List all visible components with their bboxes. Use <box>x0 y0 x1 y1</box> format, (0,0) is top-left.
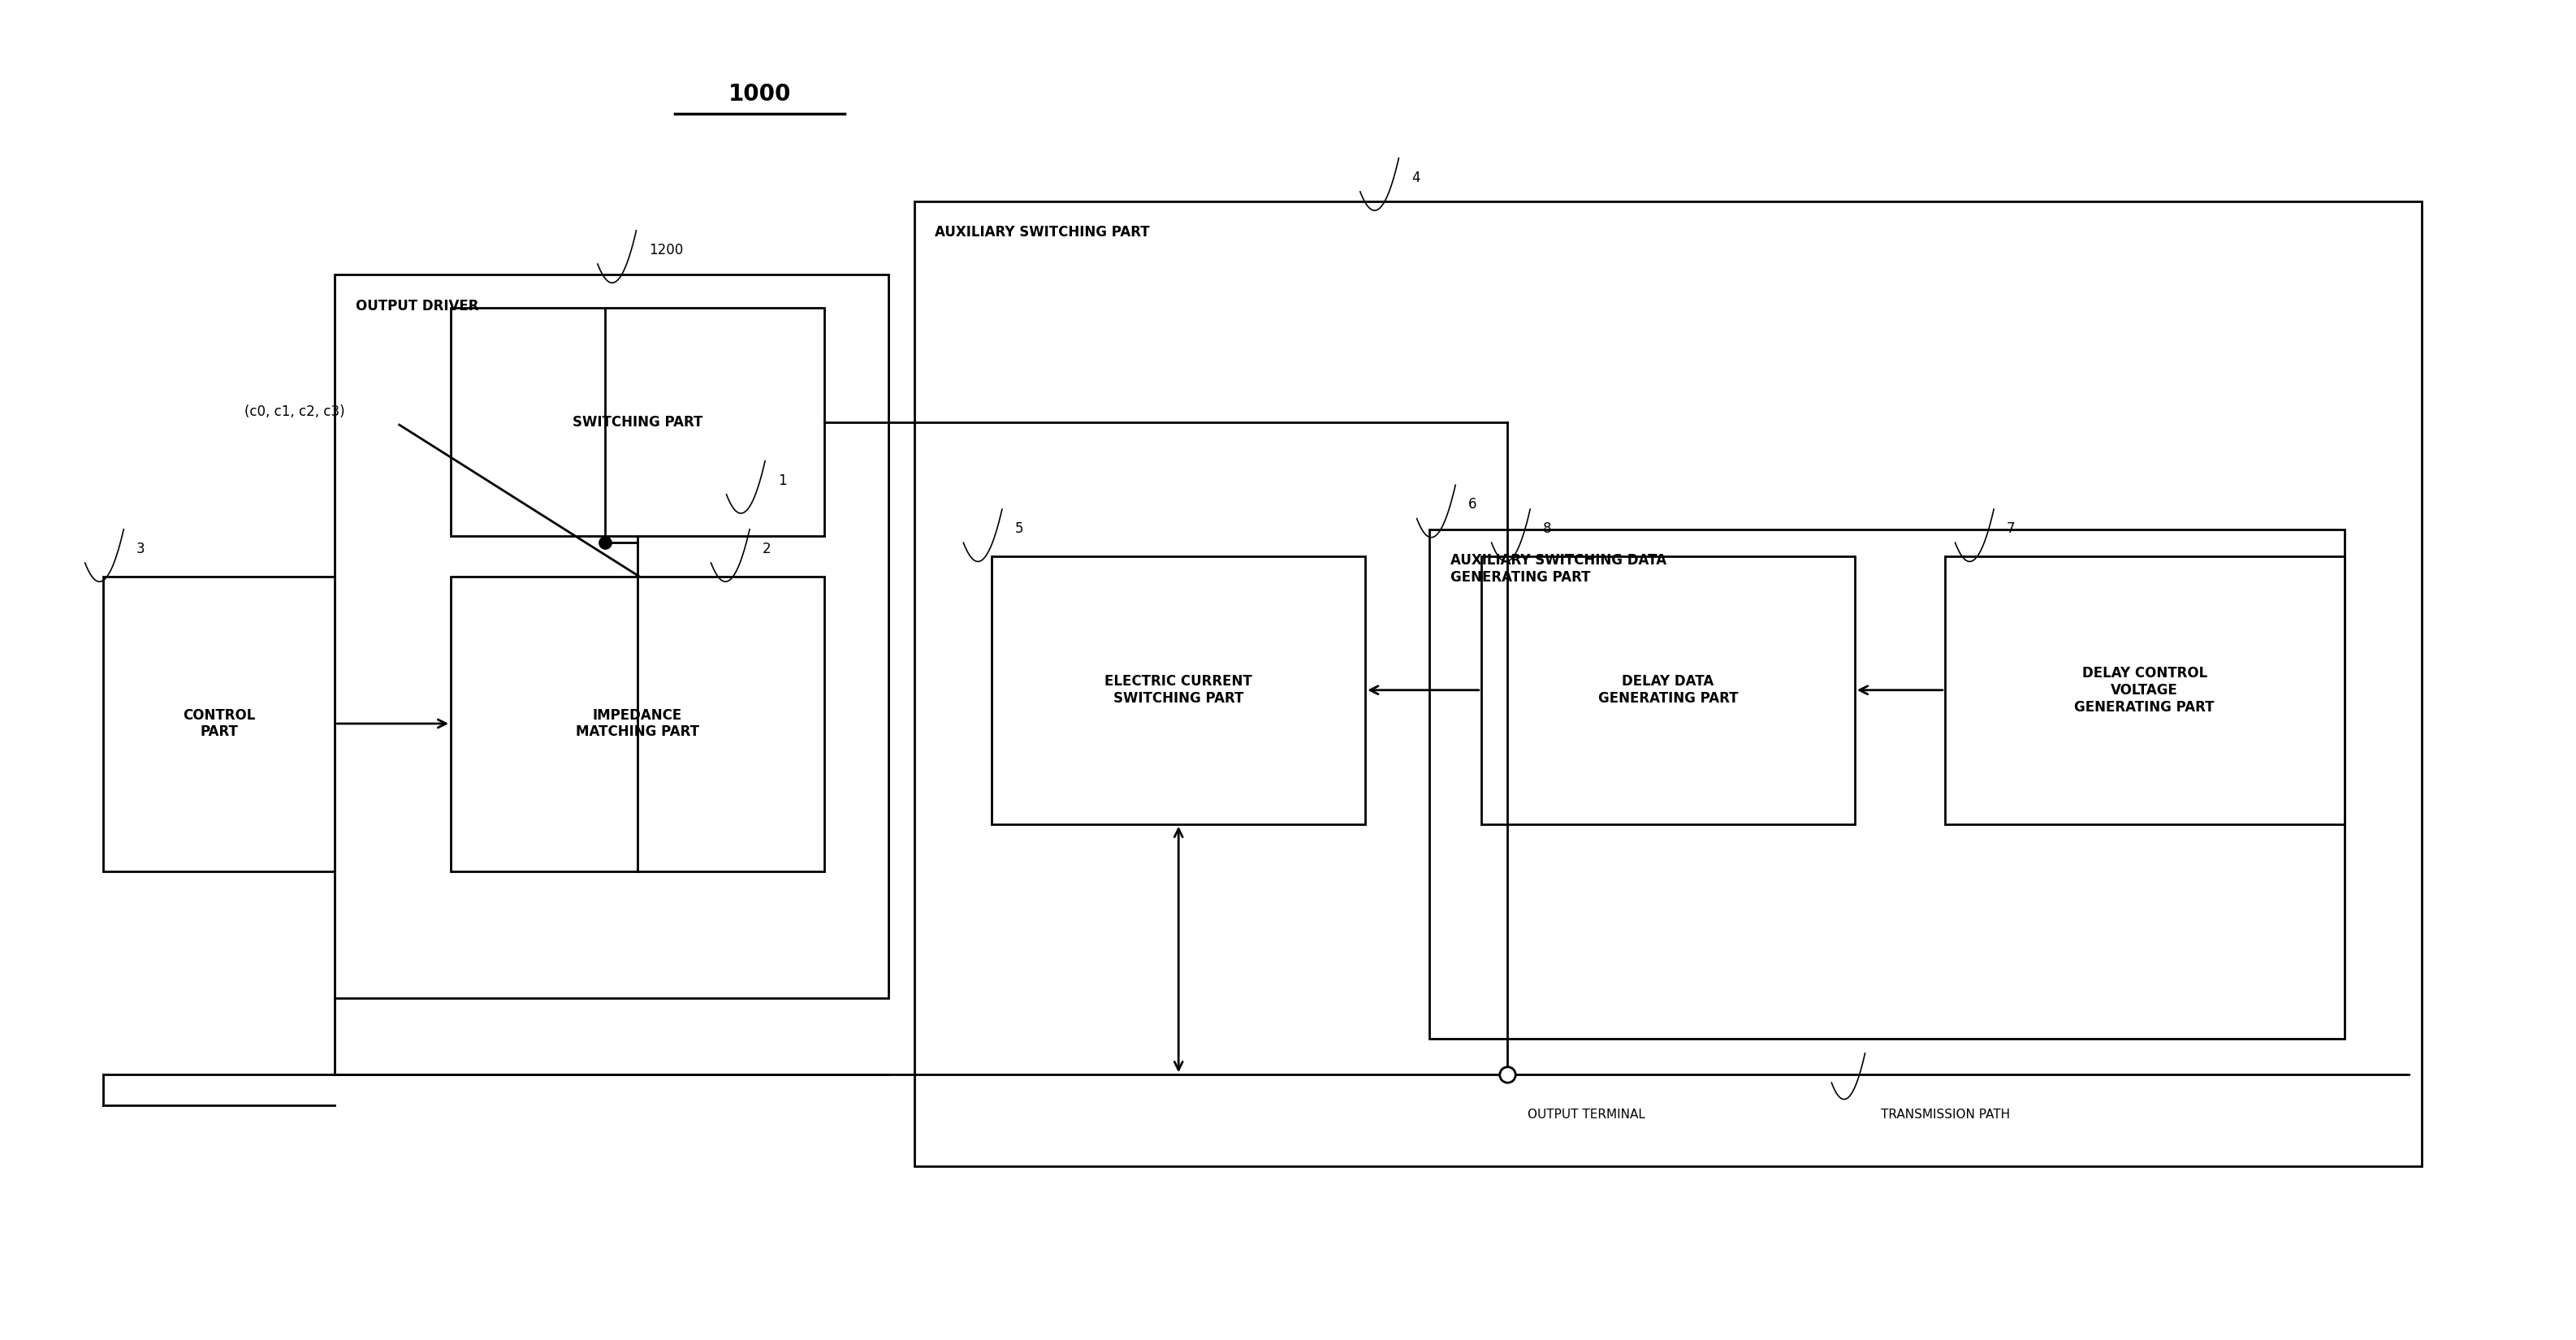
Bar <box>335 275 889 998</box>
Bar <box>451 576 824 871</box>
Text: 5: 5 <box>1015 521 1023 536</box>
Text: AUXILIARY SWITCHING DATA
GENERATING PART: AUXILIARY SWITCHING DATA GENERATING PART <box>1450 553 1667 586</box>
Text: 2: 2 <box>762 541 770 556</box>
Text: IMPEDANCE
MATCHING PART: IMPEDANCE MATCHING PART <box>577 708 698 740</box>
Text: DELAY DATA
GENERATING PART: DELAY DATA GENERATING PART <box>1597 674 1739 706</box>
Text: 7: 7 <box>2007 521 2014 536</box>
Bar <box>992 556 1365 824</box>
Text: 1000: 1000 <box>729 83 791 105</box>
Text: 1: 1 <box>778 473 786 488</box>
Text: OUTPUT DRIVER: OUTPUT DRIVER <box>355 299 479 314</box>
Text: 1200: 1200 <box>649 243 683 257</box>
Text: CONTROL
PART: CONTROL PART <box>183 708 255 740</box>
Bar <box>914 201 2421 1166</box>
Bar <box>1481 556 1855 824</box>
Bar <box>103 576 335 871</box>
Bar <box>1945 556 2344 824</box>
Text: TRANSMISSION PATH: TRANSMISSION PATH <box>1880 1108 2009 1120</box>
Bar <box>451 308 824 536</box>
Text: 3: 3 <box>137 541 144 556</box>
Text: 4: 4 <box>1412 170 1419 185</box>
Text: AUXILIARY SWITCHING PART: AUXILIARY SWITCHING PART <box>935 225 1149 240</box>
Text: ELECTRIC CURRENT
SWITCHING PART: ELECTRIC CURRENT SWITCHING PART <box>1105 674 1252 706</box>
Text: SWITCHING PART: SWITCHING PART <box>572 415 703 429</box>
Text: (c0, c1, c2, c3): (c0, c1, c2, c3) <box>245 405 345 419</box>
Text: DELAY CONTROL
VOLTAGE
GENERATING PART: DELAY CONTROL VOLTAGE GENERATING PART <box>2074 666 2215 714</box>
Text: 8: 8 <box>1543 521 1551 536</box>
Text: OUTPUT TERMINAL: OUTPUT TERMINAL <box>1528 1108 1646 1120</box>
Text: 6: 6 <box>1468 497 1476 512</box>
Bar <box>1430 529 2344 1038</box>
